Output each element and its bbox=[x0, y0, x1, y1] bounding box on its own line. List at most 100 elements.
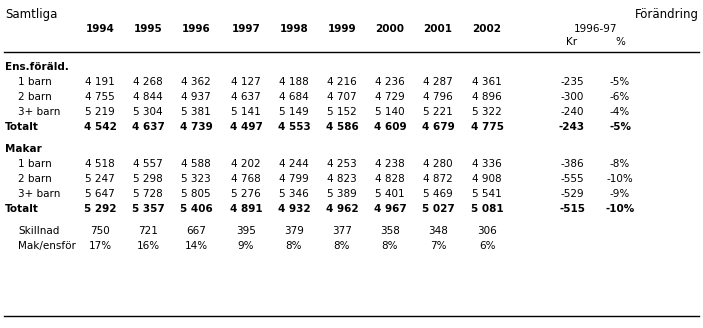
Text: 4 796: 4 796 bbox=[423, 92, 453, 102]
Text: 3+ barn: 3+ barn bbox=[18, 189, 60, 199]
Text: 4 553: 4 553 bbox=[278, 122, 311, 132]
Text: 7%: 7% bbox=[430, 241, 446, 251]
Text: 721: 721 bbox=[138, 226, 158, 236]
Text: 1997: 1997 bbox=[231, 24, 260, 34]
Text: 1996-97: 1996-97 bbox=[574, 24, 618, 34]
Text: 8%: 8% bbox=[285, 241, 302, 251]
Text: -555: -555 bbox=[560, 174, 583, 184]
Text: 2002: 2002 bbox=[472, 24, 501, 34]
Text: 4 216: 4 216 bbox=[327, 77, 357, 87]
Text: 4 739: 4 739 bbox=[180, 122, 212, 132]
Text: Mak/ensför: Mak/ensför bbox=[18, 241, 76, 251]
Text: 4 188: 4 188 bbox=[279, 77, 309, 87]
Text: 4 755: 4 755 bbox=[85, 92, 115, 102]
Text: 4 828: 4 828 bbox=[375, 174, 405, 184]
Text: 5 152: 5 152 bbox=[327, 107, 357, 117]
Text: 4 684: 4 684 bbox=[279, 92, 309, 102]
Text: 4 518: 4 518 bbox=[85, 159, 115, 169]
Text: 16%: 16% bbox=[136, 241, 160, 251]
Text: -5%: -5% bbox=[610, 77, 630, 87]
Text: 4 361: 4 361 bbox=[472, 77, 502, 87]
Text: 5 027: 5 027 bbox=[422, 204, 454, 214]
Text: 5 346: 5 346 bbox=[279, 189, 309, 199]
Text: 2001: 2001 bbox=[423, 24, 453, 34]
Text: 4 253: 4 253 bbox=[327, 159, 357, 169]
Text: -8%: -8% bbox=[610, 159, 630, 169]
Text: -515: -515 bbox=[559, 204, 585, 214]
Text: 4 891: 4 891 bbox=[230, 204, 262, 214]
Text: -10%: -10% bbox=[605, 204, 635, 214]
Text: 4 588: 4 588 bbox=[181, 159, 211, 169]
Text: Makar: Makar bbox=[5, 144, 41, 154]
Text: 4 238: 4 238 bbox=[375, 159, 405, 169]
Text: 4 542: 4 542 bbox=[84, 122, 117, 132]
Text: -529: -529 bbox=[560, 189, 583, 199]
Text: 14%: 14% bbox=[184, 241, 207, 251]
Text: Samtliga: Samtliga bbox=[5, 8, 58, 21]
Text: Kr: Kr bbox=[567, 37, 578, 47]
Text: 6%: 6% bbox=[479, 241, 495, 251]
Text: 5 081: 5 081 bbox=[471, 204, 503, 214]
Text: 9%: 9% bbox=[238, 241, 254, 251]
Text: Totalt: Totalt bbox=[5, 122, 39, 132]
Text: 379: 379 bbox=[284, 226, 304, 236]
Text: 5 247: 5 247 bbox=[85, 174, 115, 184]
Text: 4 799: 4 799 bbox=[279, 174, 309, 184]
Text: 4 823: 4 823 bbox=[327, 174, 357, 184]
Text: -300: -300 bbox=[560, 92, 583, 102]
Text: -9%: -9% bbox=[610, 189, 630, 199]
Text: 2000: 2000 bbox=[375, 24, 404, 34]
Text: 5 406: 5 406 bbox=[180, 204, 212, 214]
Text: 2 barn: 2 barn bbox=[18, 174, 52, 184]
Text: 750: 750 bbox=[90, 226, 110, 236]
Text: 4 586: 4 586 bbox=[325, 122, 359, 132]
Text: -10%: -10% bbox=[607, 174, 633, 184]
Text: 1998: 1998 bbox=[280, 24, 309, 34]
Text: Totalt: Totalt bbox=[5, 204, 39, 214]
Text: 5 219: 5 219 bbox=[85, 107, 115, 117]
Text: 4 937: 4 937 bbox=[181, 92, 211, 102]
Text: -5%: -5% bbox=[609, 122, 631, 132]
Text: 4 707: 4 707 bbox=[327, 92, 357, 102]
Text: 4 768: 4 768 bbox=[231, 174, 261, 184]
Text: 4 191: 4 191 bbox=[85, 77, 115, 87]
Text: 5 149: 5 149 bbox=[279, 107, 309, 117]
Text: 5 141: 5 141 bbox=[231, 107, 261, 117]
Text: 4 202: 4 202 bbox=[231, 159, 261, 169]
Text: 5 647: 5 647 bbox=[85, 189, 115, 199]
Text: 306: 306 bbox=[477, 226, 497, 236]
Text: -6%: -6% bbox=[610, 92, 630, 102]
Text: 2 barn: 2 barn bbox=[18, 92, 52, 102]
Text: 5 304: 5 304 bbox=[133, 107, 163, 117]
Text: 5 221: 5 221 bbox=[423, 107, 453, 117]
Text: 4 908: 4 908 bbox=[472, 174, 502, 184]
Text: 4 637: 4 637 bbox=[231, 92, 261, 102]
Text: 5 381: 5 381 bbox=[181, 107, 211, 117]
Text: -4%: -4% bbox=[610, 107, 630, 117]
Text: 5 469: 5 469 bbox=[423, 189, 453, 199]
Text: 5 276: 5 276 bbox=[231, 189, 261, 199]
Text: 4 287: 4 287 bbox=[423, 77, 453, 87]
Text: 4 557: 4 557 bbox=[133, 159, 163, 169]
Text: 5 401: 5 401 bbox=[375, 189, 405, 199]
Text: 4 729: 4 729 bbox=[375, 92, 405, 102]
Text: 5 292: 5 292 bbox=[84, 204, 116, 214]
Text: 358: 358 bbox=[380, 226, 400, 236]
Text: 4 127: 4 127 bbox=[231, 77, 261, 87]
Text: Skillnad: Skillnad bbox=[18, 226, 59, 236]
Text: 1994: 1994 bbox=[86, 24, 115, 34]
Text: 4 844: 4 844 bbox=[133, 92, 163, 102]
Text: Ens.föräld.: Ens.föräld. bbox=[5, 62, 69, 72]
Text: 4 679: 4 679 bbox=[422, 122, 454, 132]
Text: 4 497: 4 497 bbox=[230, 122, 262, 132]
Text: -243: -243 bbox=[559, 122, 585, 132]
Text: 1 barn: 1 barn bbox=[18, 159, 52, 169]
Text: %: % bbox=[615, 37, 625, 47]
Text: 8%: 8% bbox=[382, 241, 399, 251]
Text: 5 140: 5 140 bbox=[375, 107, 405, 117]
Text: 377: 377 bbox=[332, 226, 352, 236]
Text: 4 280: 4 280 bbox=[423, 159, 453, 169]
Text: 17%: 17% bbox=[89, 241, 112, 251]
Text: 1 barn: 1 barn bbox=[18, 77, 52, 87]
Text: -235: -235 bbox=[560, 77, 583, 87]
